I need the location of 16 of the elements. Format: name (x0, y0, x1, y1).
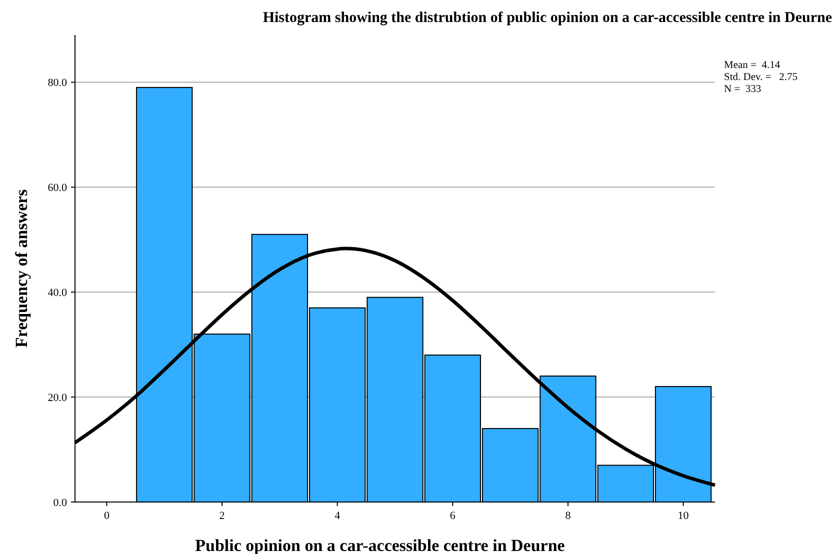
text: N = 333 (724, 84, 762, 95)
y-tick-label: 80.0 (48, 77, 68, 90)
x-tick-label: 10 (678, 510, 690, 522)
text: Mean = 4.14 (724, 60, 781, 71)
y-tick-label: 0.0 (53, 496, 68, 509)
y-axis-title: Frequency of answers (12, 188, 31, 348)
text: Std. Dev. = 2.75 (724, 72, 798, 83)
x-tick-label: 0 (104, 510, 110, 522)
x-tick-label: 8 (565, 510, 572, 522)
y-tick-label: 40.0 (48, 286, 68, 299)
x-tick-label: 2 (219, 510, 225, 522)
y-tick-label: 60.0 (48, 182, 68, 194)
x-tick-label: 4 (334, 510, 341, 522)
chart-title: Histogram showing the distrubtion of public opinion on a car-accessible centre in Deurne (262, 10, 832, 26)
x-tick-label: 6 (450, 510, 456, 522)
y-tick-label: 20.0 (48, 392, 68, 404)
